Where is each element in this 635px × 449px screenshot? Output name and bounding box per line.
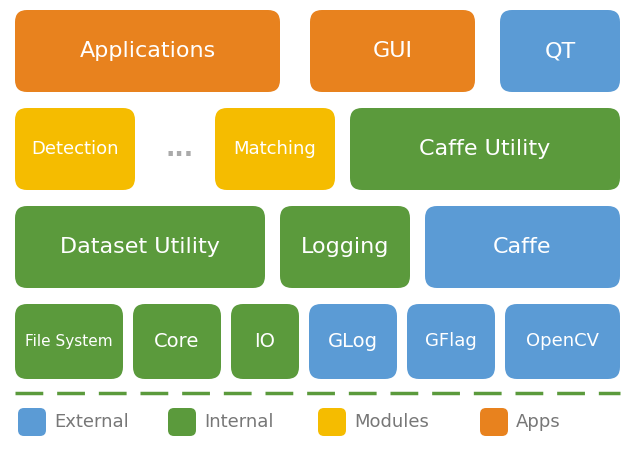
FancyBboxPatch shape xyxy=(15,10,280,92)
FancyBboxPatch shape xyxy=(215,108,335,190)
Text: Dataset Utility: Dataset Utility xyxy=(60,237,220,257)
Text: QT: QT xyxy=(544,41,575,61)
FancyBboxPatch shape xyxy=(18,408,46,436)
Text: Caffe Utility: Caffe Utility xyxy=(419,139,551,159)
FancyBboxPatch shape xyxy=(350,108,620,190)
FancyBboxPatch shape xyxy=(15,304,123,379)
FancyBboxPatch shape xyxy=(15,108,135,190)
Text: GFlag: GFlag xyxy=(425,333,477,351)
FancyBboxPatch shape xyxy=(407,304,495,379)
Text: IO: IO xyxy=(255,332,276,351)
Text: GUI: GUI xyxy=(373,41,413,61)
FancyBboxPatch shape xyxy=(480,408,508,436)
Text: Internal: Internal xyxy=(204,413,274,431)
FancyBboxPatch shape xyxy=(318,408,346,436)
Text: Core: Core xyxy=(154,332,199,351)
FancyBboxPatch shape xyxy=(168,408,196,436)
Text: Caffe: Caffe xyxy=(493,237,552,257)
FancyBboxPatch shape xyxy=(133,304,221,379)
Text: Detection: Detection xyxy=(31,140,119,158)
FancyBboxPatch shape xyxy=(15,206,265,288)
Text: Logging: Logging xyxy=(301,237,389,257)
FancyBboxPatch shape xyxy=(425,206,620,288)
Text: Modules: Modules xyxy=(354,413,429,431)
Text: GLog: GLog xyxy=(328,332,378,351)
FancyBboxPatch shape xyxy=(309,304,397,379)
Text: Applications: Applications xyxy=(79,41,216,61)
Text: OpenCV: OpenCV xyxy=(526,333,599,351)
Text: File System: File System xyxy=(25,334,113,349)
Text: External: External xyxy=(54,413,129,431)
Text: Apps: Apps xyxy=(516,413,561,431)
FancyBboxPatch shape xyxy=(505,304,620,379)
Text: ...: ... xyxy=(166,137,194,161)
FancyBboxPatch shape xyxy=(231,304,299,379)
FancyBboxPatch shape xyxy=(310,10,475,92)
FancyBboxPatch shape xyxy=(280,206,410,288)
FancyBboxPatch shape xyxy=(500,10,620,92)
Text: Matching: Matching xyxy=(234,140,316,158)
